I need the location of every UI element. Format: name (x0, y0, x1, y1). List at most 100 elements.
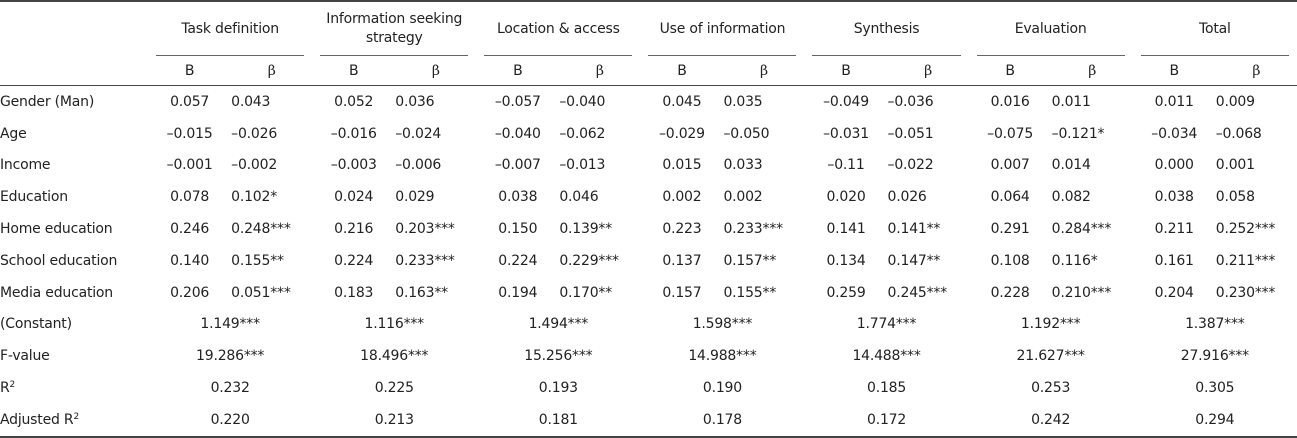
table-row-income: Income –0.001 –0.002 –0.003 –0.006 –0.007 –0.0… (0, 150, 1297, 182)
beta-value-cell: 0.229*** (559, 252, 619, 269)
beta-value-cell: –0.022 (887, 157, 934, 174)
b-value-cell: 0.157 (662, 284, 702, 301)
summary-value-cell: 0.305 (1195, 380, 1235, 397)
beta-value-cell: –0.051 (887, 125, 934, 142)
sub-header-b: B (968, 56, 1052, 86)
group-header-total: Total (1132, 0, 1297, 57)
b-value-cell: 0.150 (498, 221, 538, 238)
b-value-cell: –0.001 (166, 157, 213, 174)
table-row-school-education: School education 0.140 0.155** 0.224 0.233**… (0, 245, 1297, 277)
row-label: Home education (0, 221, 113, 238)
b-value-cell: –0.034 (1151, 125, 1198, 142)
b-value-cell: –0.075 (987, 125, 1034, 142)
row-label: Adjusted R2 (0, 403, 149, 438)
b-value-cell: 0.223 (662, 221, 702, 238)
table-row-constant: (Constant) 1.149*** 1.116*** 1.494*** 1.598*… (0, 309, 1297, 341)
summary-value-cell: 0.181 (476, 403, 641, 438)
b-value-cell: 0.002 (662, 189, 702, 206)
sub-header-beta: β (1215, 56, 1297, 86)
row-label: R2 (0, 372, 148, 404)
b-value-cell: 0.141 (826, 221, 866, 238)
b-value-cell: 0.057 (170, 93, 210, 110)
beta-value-cell: 0.011 (1051, 93, 1091, 110)
row-label: Media education (0, 284, 113, 301)
summary-value-cell: 0.253 (1031, 380, 1071, 397)
superscript: 2 (73, 411, 79, 422)
beta-value-cell: 0.001 (1215, 157, 1255, 174)
b-value-cell: 0.140 (170, 252, 210, 269)
row-label: Gender (Man) (0, 93, 95, 110)
summary-value-cell: 1.149*** (200, 316, 260, 333)
row-label: F-value (0, 340, 148, 372)
row-label-text: Adjusted R (0, 411, 74, 428)
group-header-location-access: Location & access (476, 0, 641, 57)
summary-value-cell: 0.172 (804, 403, 969, 438)
b-value-cell: 0.078 (170, 189, 210, 206)
beta-value-cell: –0.026 (231, 125, 278, 142)
b-value-cell: 0.000 (1154, 157, 1194, 174)
summary-value-cell: 1.387*** (1185, 316, 1245, 333)
beta-value-cell: 0.157** (723, 252, 777, 269)
b-value-cell: –0.049 (823, 93, 869, 110)
sub-header-blank (0, 56, 149, 86)
sub-header-row: B β B β B β B β B β B β B β (0, 56, 1297, 86)
beta-value-cell: 0.211*** (1215, 252, 1276, 269)
summary-value-cell: 0.190 (702, 380, 742, 397)
b-value-cell: 0.224 (334, 252, 374, 269)
b-value-cell: 0.045 (662, 93, 702, 110)
beta-value-cell: 0.245*** (887, 284, 948, 301)
beta-value-cell: 0.203*** (395, 221, 455, 238)
table-body: Gender (Man) 0.057 0.043 0.052 0.036 –0.057 –0… (0, 86, 1297, 438)
b-value-cell: 0.011 (1154, 93, 1194, 110)
b-value-cell: 0.108 (990, 252, 1030, 269)
b-value-cell: 0.183 (334, 284, 374, 301)
b-value-cell: –0.11 (827, 157, 865, 174)
beta-value-cell: 0.248*** (231, 221, 291, 238)
superscript: 2 (9, 380, 16, 391)
table-row-education: Education 0.078 0.102* 0.024 0.029 0.038 0.046… (0, 181, 1297, 213)
beta-value-cell: 0.230*** (1215, 284, 1276, 301)
summary-value-cell: 14.488*** (852, 348, 921, 365)
b-value-cell: –0.040 (494, 125, 541, 142)
summary-value-cell: 0.220 (148, 403, 313, 438)
table-row-adjusted-r-squared: Adjusted R2 0.220 0.213 0.181 0.178 0.172 0.24… (0, 403, 1297, 438)
beta-value-cell: 0.210*** (1051, 284, 1112, 301)
beta-value-cell: 0.139** (559, 221, 613, 238)
beta-value-cell: 0.233*** (723, 221, 783, 238)
summary-value-cell: 0.193 (538, 380, 578, 397)
beta-value-cell: 0.163** (395, 284, 448, 301)
table-row-home-education: Home education 0.246 0.248*** 0.216 0.203***… (0, 213, 1297, 245)
b-value-cell: 0.291 (990, 221, 1030, 238)
corner-cell (0, 0, 149, 56)
table-row-r-squared: R2 0.232 0.225 0.193 0.190 0.185 0.253 0.305 (0, 372, 1297, 404)
row-label: Age (0, 125, 27, 142)
b-value-cell: 0.246 (170, 221, 210, 238)
beta-value-cell: –0.040 (559, 93, 606, 110)
beta-value-cell: 0.033 (723, 157, 763, 174)
beta-value-cell: 0.155** (231, 252, 284, 269)
beta-value-cell: 0.233*** (395, 252, 455, 269)
b-value-cell: 0.224 (498, 252, 538, 269)
b-value-cell: 0.206 (170, 284, 210, 301)
summary-value-cell: 1.192*** (1020, 316, 1081, 333)
summary-value-cell: 27.916*** (1180, 348, 1249, 365)
beta-value-cell: 0.043 (231, 93, 271, 110)
row-label: Income (0, 157, 51, 174)
summary-value-cell: 14.988*** (688, 348, 757, 365)
group-header-row: Task definition Information seeking stra… (0, 0, 1297, 57)
b-value-cell: 0.020 (826, 189, 866, 206)
sub-header-beta: β (559, 56, 641, 86)
beta-value-cell: –0.036 (887, 93, 934, 110)
beta-value-cell: 0.252*** (1215, 221, 1276, 238)
summary-value-cell: 19.286*** (196, 348, 265, 365)
summary-value-cell: 1.116*** (364, 316, 425, 333)
b-value-cell: –0.057 (494, 93, 541, 110)
group-header-use-of-information: Use of information (640, 0, 805, 57)
b-value-cell: 0.024 (334, 189, 374, 206)
b-value-cell: 0.016 (990, 93, 1030, 110)
sub-header-beta: β (1051, 56, 1133, 86)
beta-value-cell: –0.050 (723, 125, 770, 142)
group-header-synthesis: Synthesis (804, 0, 969, 57)
beta-value-cell: –0.062 (559, 125, 606, 142)
summary-value-cell: 18.496*** (360, 348, 429, 365)
